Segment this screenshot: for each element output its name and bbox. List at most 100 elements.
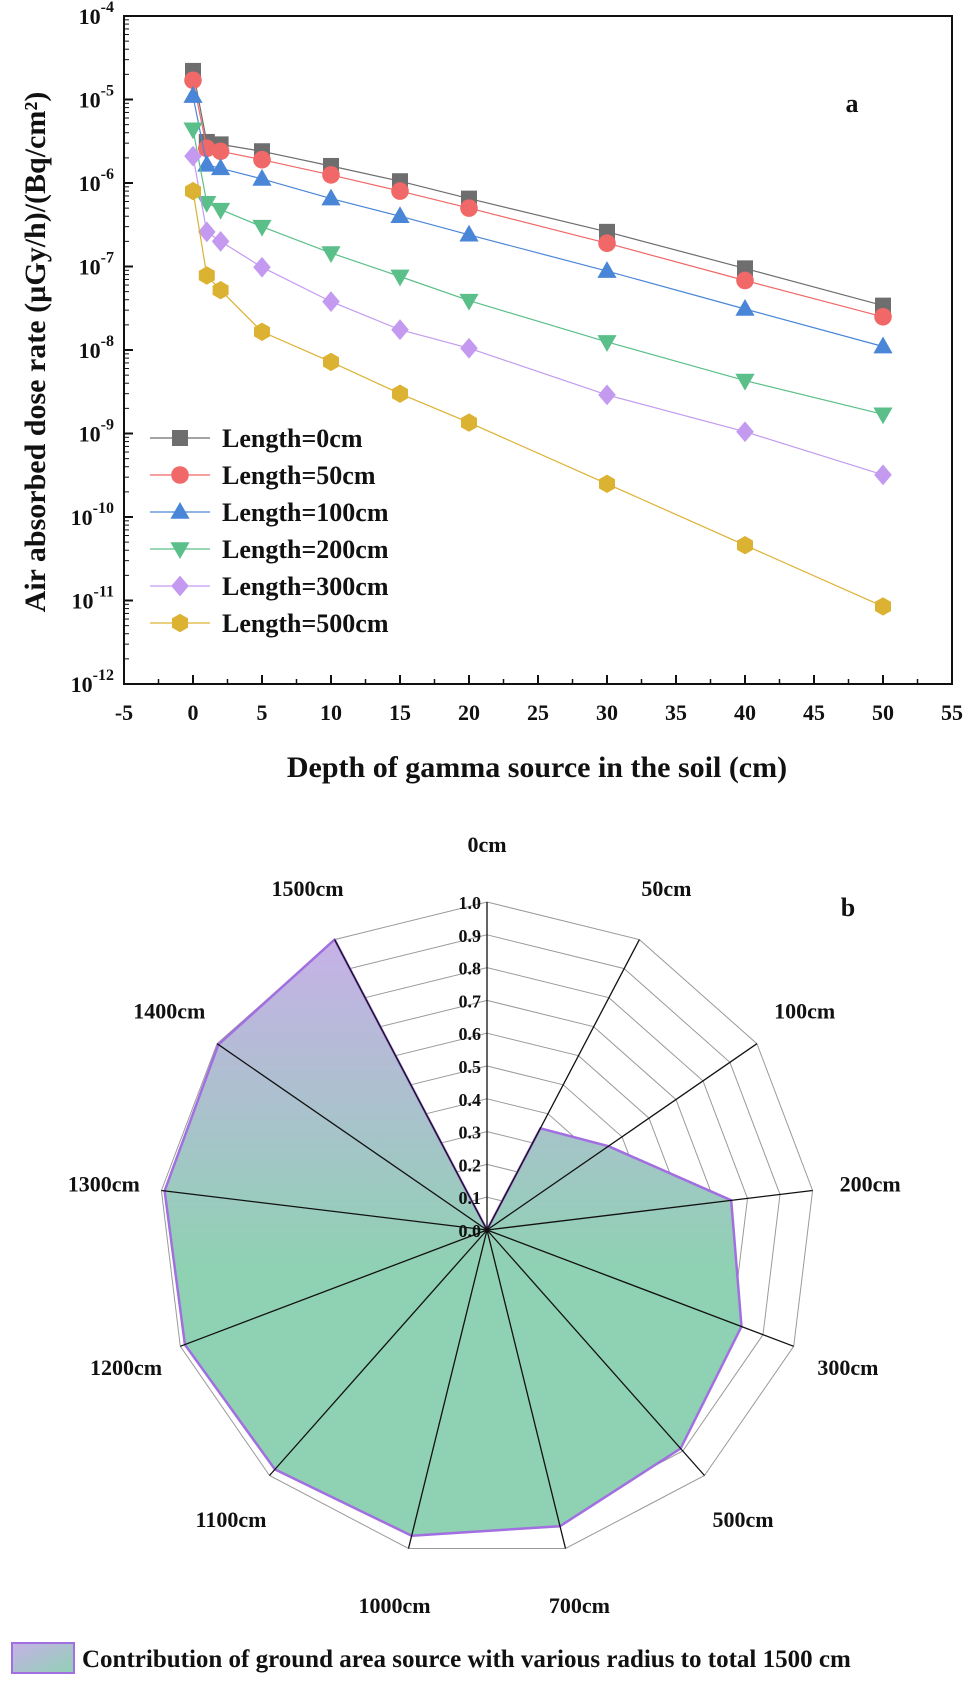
legend-text: Contribution of ground area source with … <box>82 1646 851 1673</box>
series-length-0cm <box>185 62 891 314</box>
data-point <box>735 298 755 316</box>
data-point <box>460 337 478 359</box>
data-point <box>172 430 188 446</box>
legend-entry: Length=50cm <box>150 461 376 490</box>
series-length-300cm <box>184 145 892 486</box>
x-tick-label: 10 <box>320 700 342 725</box>
data-point <box>873 336 893 354</box>
data-point <box>211 158 231 176</box>
radar-spoke <box>486 1229 794 1347</box>
data-point <box>874 307 892 326</box>
x-tick-label: -5 <box>115 700 133 725</box>
radar-chart-panel-b: 0.0 0.1 0.2 0.3 0.4 0.5 0.6 0.7 0.8 0.9 1.0 0cm 50c… <box>11 832 901 1674</box>
x-tick-label: 0 <box>188 700 199 725</box>
x-tick-label: 35 <box>665 700 687 725</box>
radar-category-label: 1000cm <box>359 1593 431 1618</box>
data-point <box>183 122 203 140</box>
data-point <box>211 142 230 161</box>
data-point <box>874 464 892 486</box>
x-tick-label: 25 <box>527 700 549 725</box>
data-point <box>598 234 616 253</box>
radar-radial-ticks: 0.0 0.1 0.2 0.3 0.4 0.5 0.6 0.7 0.8 0.9 1.0 <box>459 893 482 1241</box>
legend-label: Length=300cm <box>222 572 389 601</box>
legend-entry: Length=500cm <box>150 609 389 638</box>
y-tick-label: 10-7 <box>79 250 114 280</box>
data-point <box>737 260 753 277</box>
data-point <box>212 281 229 300</box>
legend-label: Length=0cm <box>222 424 363 453</box>
x-tick-label: 20 <box>458 700 480 725</box>
radar-area-layer <box>163 938 743 1537</box>
x-tick-labels: -5 0 5 10 15 20 25 30 35 40 45 50 55 <box>115 675 963 725</box>
data-point <box>598 384 616 406</box>
data-point <box>185 181 201 201</box>
series-line <box>192 95 884 348</box>
legend-label: Length=500cm <box>222 609 389 638</box>
radar-tick-label: 0.4 <box>459 1090 482 1110</box>
y-tick-label: 10-8 <box>79 333 114 363</box>
legend-entry: Length=200cm <box>150 535 389 564</box>
radar-category-label: 1300cm <box>68 1172 140 1197</box>
y-tick-label: 10-9 <box>79 417 114 447</box>
y-tick-label: 10-4 <box>79 0 114 29</box>
data-point <box>197 195 217 213</box>
radar-tick-label: 1.0 <box>459 893 482 913</box>
legend-entry: Length=300cm <box>150 572 389 601</box>
bottom-legend: Contribution of ground area source with … <box>11 1642 851 1674</box>
panel-label-b: b <box>841 893 855 922</box>
radar-spokes <box>161 902 813 1549</box>
radar-spoke <box>486 1189 813 1231</box>
radar-spoke <box>180 1229 488 1347</box>
data-point <box>323 352 339 372</box>
legend-swatch <box>11 1642 75 1674</box>
legend-label: Length=100cm <box>222 498 389 527</box>
y-tick-label: 10-12 <box>71 667 114 697</box>
y-axis-title: Air absorbed dose rate (µGy/h)/(Bq/cm²) <box>19 92 52 613</box>
radar-spoke <box>486 1043 758 1231</box>
y-tick-label: 10-10 <box>71 500 114 530</box>
data-point <box>172 613 188 633</box>
data-point <box>599 474 615 493</box>
radar-category-label: 300cm <box>817 1355 878 1380</box>
series-length-100cm <box>183 86 893 354</box>
radar-spoke <box>161 1189 488 1231</box>
series-layer <box>183 62 893 616</box>
data-point <box>736 421 754 443</box>
y-tick-label: 10-6 <box>79 166 114 196</box>
data-point <box>459 293 479 311</box>
data-point <box>184 71 202 90</box>
data-point <box>321 188 341 206</box>
y-tick-label: 10-5 <box>79 83 114 113</box>
series-length-500cm <box>185 181 891 616</box>
legend-entry: Length=0cm <box>150 424 363 453</box>
data-point <box>391 182 409 200</box>
x-tick-label: 5 <box>257 700 268 725</box>
data-point <box>171 466 189 484</box>
radar-tick-label: 0.3 <box>459 1123 482 1143</box>
data-point <box>322 166 340 184</box>
data-point <box>736 271 754 290</box>
data-point <box>198 221 216 243</box>
data-point <box>253 256 271 278</box>
radar-spoke <box>334 939 488 1231</box>
radar-tick-label: 0.7 <box>459 991 482 1011</box>
data-point <box>254 322 270 341</box>
series-line <box>192 155 884 476</box>
data-point <box>597 261 617 278</box>
data-point <box>735 373 755 391</box>
data-point <box>392 384 408 403</box>
radar-tick-label: 0.0 <box>459 1221 482 1241</box>
x-tick-label: 55 <box>941 700 963 725</box>
data-point <box>597 335 617 352</box>
data-point <box>461 413 477 432</box>
radar-category-label: 500cm <box>712 1507 773 1532</box>
x-tick-label: 15 <box>389 700 411 725</box>
line-chart-panel-a: -5 0 5 10 15 20 25 30 35 40 45 50 55 10-12 10-11 10-10… <box>19 0 963 784</box>
radar-category-labels: 0cm 50cm 100cm 200cm 300cm 500cm 700cm 1000cm 11… <box>68 832 901 1618</box>
y-tick-labels: 10-12 10-11 10-10 10-9 10-8 10-7 10-6 10-5 10-4 <box>71 0 133 697</box>
series-length-200cm <box>183 122 893 425</box>
series-line <box>192 191 884 607</box>
data-point <box>252 168 272 186</box>
radar-spoke <box>486 939 640 1231</box>
data-point <box>211 230 230 252</box>
